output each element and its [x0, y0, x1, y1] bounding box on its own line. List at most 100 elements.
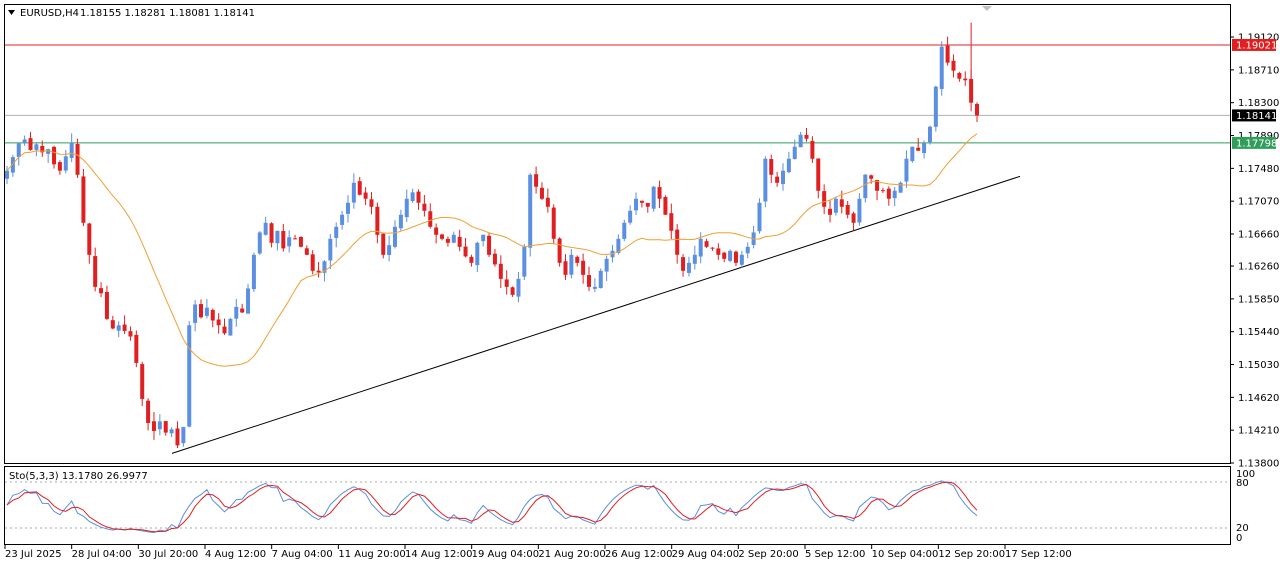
candle-body [875, 180, 880, 191]
candle-body [428, 211, 433, 227]
candle-body [357, 181, 362, 195]
candle-body [692, 254, 697, 264]
candle-body [504, 279, 509, 287]
price-tick-label: 1.18710 [1238, 65, 1279, 76]
candle-body [128, 331, 133, 337]
time-tick-label: 17 Sep 12:00 [1005, 549, 1072, 560]
price-axis: 1.19120 1.18710 1.18300 1.17890 1.17480 1.170… [1230, 33, 1279, 470]
price-tick-label: 1.15030 [1238, 360, 1279, 371]
candle-body [886, 188, 891, 199]
candle-body [728, 250, 733, 261]
main-pane-frame [4, 4, 1231, 464]
oscillator-pane-frame [4, 466, 1231, 545]
time-tick-label: 5 Sep 12:00 [805, 549, 865, 560]
candle-body [328, 238, 333, 261]
time-tick-label: 14 Aug 12:00 [405, 549, 472, 560]
candle-body [69, 142, 74, 158]
trendline[interactable] [171, 175, 1021, 454]
candle-body [616, 238, 621, 253]
candle-body [833, 198, 838, 213]
price-tick-label: 1.14620 [1238, 393, 1279, 404]
level-tag-label: 1.18141 [1236, 111, 1277, 122]
candle-body [604, 258, 609, 272]
candle-body [769, 159, 774, 175]
candle-body [404, 198, 409, 218]
candle-body [781, 170, 785, 185]
candle-body [681, 257, 686, 271]
candle-body [822, 191, 827, 207]
candle-body [469, 256, 474, 263]
candle-body [528, 174, 533, 248]
candle-body [410, 192, 415, 202]
candle-body [22, 139, 27, 144]
candle-body [398, 214, 403, 229]
candle-body [440, 234, 445, 239]
candle-body [475, 242, 480, 266]
candle-body [645, 202, 650, 207]
candle-body [698, 238, 703, 257]
candle-body [246, 288, 251, 314]
time-tick-label: 28 Jul 04:00 [72, 549, 132, 560]
stochastic-main-line [6, 480, 978, 534]
candle-body [592, 286, 597, 289]
candle-body [298, 236, 303, 247]
candle-body [816, 158, 821, 191]
symbol-menu-triangle-icon[interactable] [8, 10, 15, 15]
candle-body [257, 232, 262, 254]
stoch-tick-0: 0 [1236, 533, 1242, 544]
candle-body [516, 278, 521, 297]
time-tick-label: 7 Aug 04:00 [272, 549, 333, 560]
time-tick-label: 12 Sep 20:00 [938, 549, 1005, 560]
candle-body [628, 210, 633, 223]
candle-body [140, 364, 145, 399]
candle-body [151, 421, 156, 431]
candle-body [804, 134, 809, 139]
candle-body [99, 288, 104, 294]
candle-body [922, 142, 927, 154]
candle-body [75, 144, 80, 175]
ohlc-readout: 1.18155 1.18281 1.18081 1.18141 [80, 8, 255, 19]
candle-body [551, 207, 556, 239]
candle-body [334, 226, 339, 238]
candle-body [581, 260, 586, 275]
time-tick-label: 2 Sep 20:00 [738, 549, 798, 560]
candle-body [46, 149, 51, 154]
candle-body [5, 170, 9, 179]
candle-body [798, 134, 803, 148]
oscillator-label: Sto(5,3,3) 13.1780 26.9977 [9, 471, 148, 482]
candle-body [422, 203, 427, 211]
candle-body [57, 162, 62, 171]
shift-marker-icon[interactable] [982, 6, 992, 11]
candle-body [369, 199, 374, 207]
candle-body [686, 262, 691, 273]
candles-group [5, 22, 979, 448]
candle-body [892, 190, 897, 199]
level-tag-box [1232, 136, 1276, 149]
candle-body [763, 158, 768, 202]
candle-body [975, 103, 979, 116]
candle-body [40, 145, 45, 153]
candle-body [228, 318, 233, 336]
candle-body [434, 227, 439, 235]
candle-body [322, 261, 327, 273]
level-tag-label: 1.17798 [1236, 138, 1277, 149]
candle-body [251, 254, 256, 290]
candle-body [739, 254, 744, 265]
candle-body [957, 72, 962, 79]
candle-body [598, 270, 603, 289]
candle-body [904, 158, 909, 182]
candle-body [63, 156, 68, 171]
candle-body [587, 275, 591, 287]
candle-body [492, 253, 497, 265]
price-tick-label: 1.19120 [1238, 33, 1279, 44]
time-tick-label: 21 Aug 20:00 [538, 549, 605, 560]
candle-body [457, 236, 462, 247]
candle-body [657, 187, 662, 199]
candle-body [146, 400, 151, 423]
candle-body [939, 46, 944, 89]
candle-body [663, 196, 668, 215]
candle-body [293, 238, 298, 240]
candle-body [52, 146, 57, 165]
candle-body [240, 308, 245, 313]
